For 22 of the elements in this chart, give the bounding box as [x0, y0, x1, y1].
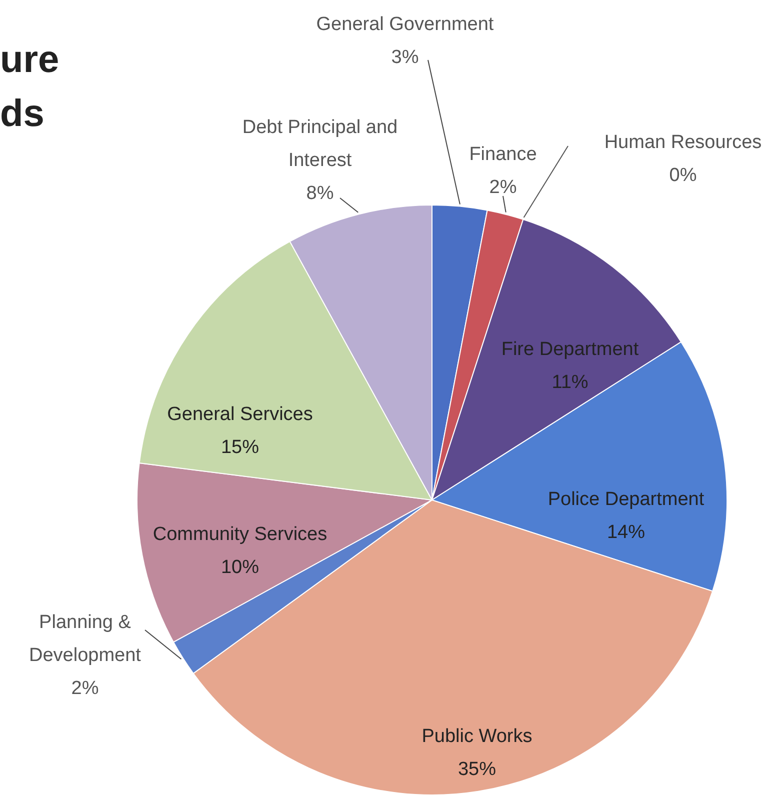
data-label: 3% [391, 47, 419, 68]
slice-label: Community Services [152, 524, 328, 545]
slice-label: Fire Department [501, 339, 640, 360]
category-label: Human Resources [604, 132, 762, 153]
slice-label: General Government [316, 14, 494, 35]
data-label: 11% [552, 372, 588, 393]
data-label: 14% [606, 522, 646, 543]
slice-label: Finance [469, 144, 537, 165]
data-label: 10% [220, 557, 260, 578]
data-label: 8% [306, 183, 334, 204]
slice-label: Planning & Development [29, 612, 142, 666]
data-label: 2% [71, 678, 99, 699]
slice-label: Public Works [422, 726, 532, 747]
data-label: 2% [489, 177, 517, 198]
data-label: 15% [220, 437, 260, 458]
text: 0% [669, 165, 697, 186]
data-label: 35% [458, 759, 496, 780]
slice-label: Debt Principal and Interest [242, 117, 398, 171]
slice-label: Police Department [548, 489, 705, 510]
text: ds [0, 93, 44, 135]
text: ure [0, 39, 60, 81]
slice-label: General Services [167, 404, 313, 425]
